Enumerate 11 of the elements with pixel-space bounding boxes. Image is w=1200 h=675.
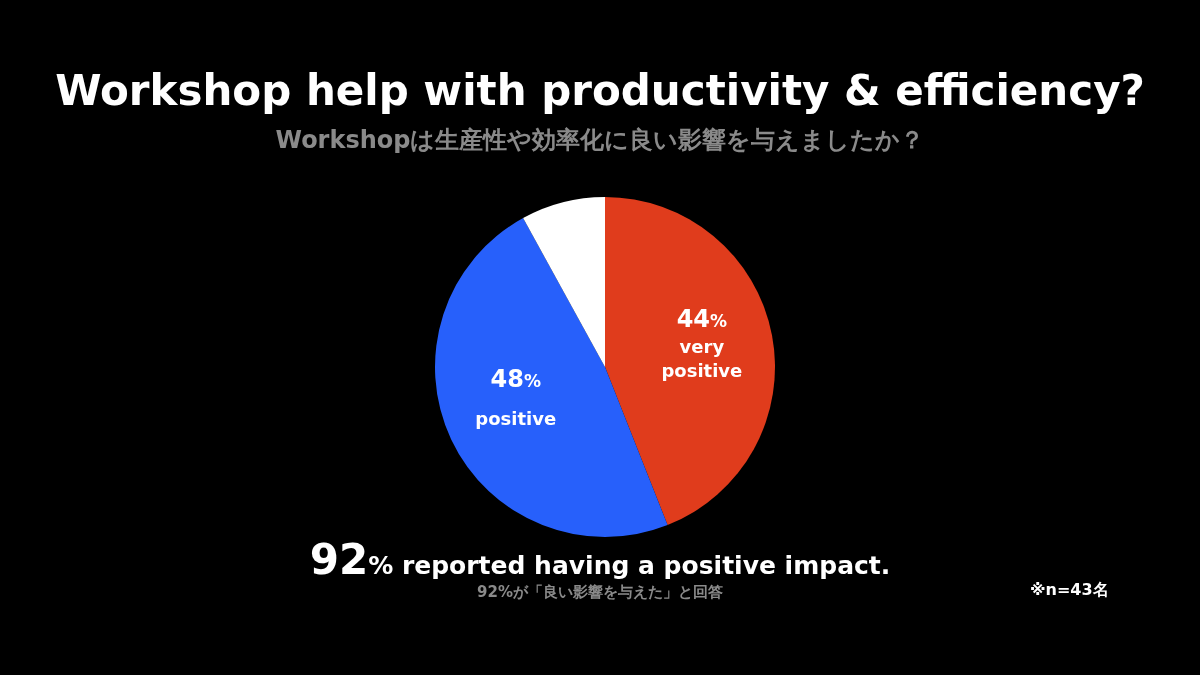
pie-slice [523,197,605,367]
chart-title: Workshop help with productivity & efficiency? [54,66,1146,115]
text: 92%が「良い影響を与えた」と回答 [477,583,723,601]
text: ※n=43名 [1030,580,1109,601]
slice-label: very positive [661,335,743,381]
slice-label: positive [475,407,557,429]
pie-slice [605,197,775,526]
data-label: 48% [490,364,542,393]
data-label: 44% [676,304,728,333]
chart-subtitle: Workshopは生産性や効率化に良い影響を与えましたか？ [274,125,926,156]
text: 92% reported having a positive impact. [309,535,891,584]
